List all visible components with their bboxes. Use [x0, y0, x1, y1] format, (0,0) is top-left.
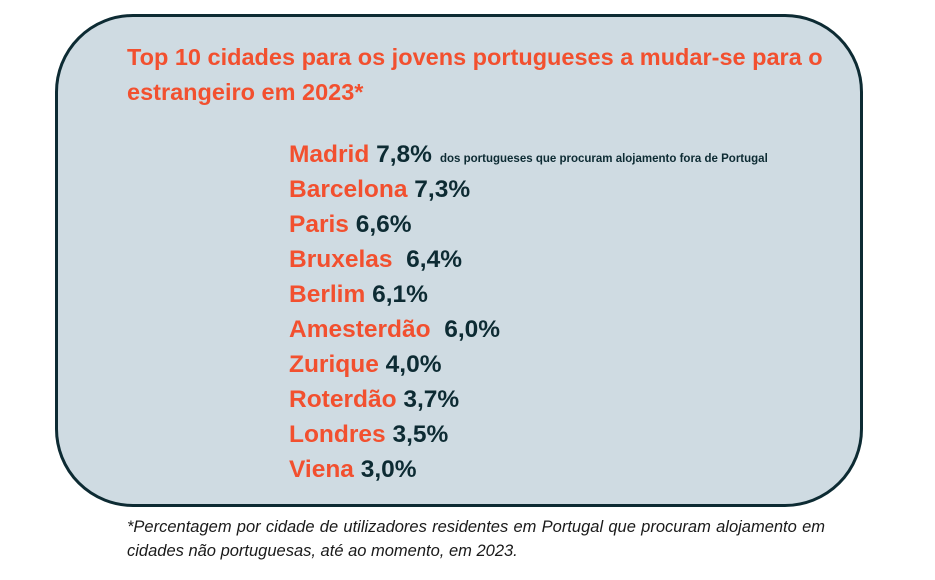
city-name: Amesterdão [289, 316, 431, 343]
page-title: Top 10 cidades para os jovens portuguese… [127, 44, 823, 105]
city-name: Madrid [289, 141, 370, 168]
city-name: Londres [289, 421, 386, 448]
city-percentage: 6,4% [406, 246, 462, 273]
info-card [55, 14, 863, 507]
city-name: Barcelona [289, 176, 408, 203]
city-percentage: 6,6% [355, 211, 412, 238]
list-item: Roterdão 3,7% [289, 382, 768, 417]
city-name: Zurique [289, 351, 379, 378]
list-item: Bruxelas 6,4% [289, 242, 768, 277]
separator [393, 246, 407, 273]
list-item: Viena 3,0% [289, 452, 768, 487]
footnote: *Percentagem por cidade de utilizadores … [127, 518, 825, 560]
list-item: Berlim 6,1% [289, 277, 768, 312]
city-name: Paris [289, 211, 349, 238]
city-percentage: 7,8% [376, 141, 432, 168]
city-name: Berlim [289, 281, 366, 308]
separator [354, 456, 361, 483]
city-list: Madrid 7,8% dos portugueses que procuram … [289, 137, 768, 487]
list-item: Paris 6,6% [289, 207, 768, 242]
city-name: Bruxelas [289, 246, 393, 273]
city-percentage: 7,3% [414, 176, 471, 203]
city-name: Roterdão [289, 386, 397, 413]
city-percentage: 3,5% [392, 421, 449, 448]
percentage-note: dos portugueses que procuram alojamento … [439, 153, 768, 165]
city-percentage: 6,1% [372, 281, 428, 308]
list-item: Madrid 7,8% dos portugueses que procuram … [289, 137, 768, 172]
separator [431, 316, 445, 343]
city-name: Viena [289, 456, 354, 483]
list-item: Zurique 4,0% [289, 347, 768, 382]
city-percentage: 4,0% [385, 351, 442, 378]
separator [349, 211, 356, 238]
separator [379, 351, 386, 378]
city-percentage: 3,0% [360, 456, 417, 483]
city-percentage: 3,7% [403, 386, 460, 413]
list-item: Londres 3,5% [289, 417, 768, 452]
list-item: Amesterdão 6,0% [289, 312, 768, 347]
city-percentage: 6,0% [444, 316, 501, 343]
list-item: Barcelona 7,3% [289, 172, 768, 207]
